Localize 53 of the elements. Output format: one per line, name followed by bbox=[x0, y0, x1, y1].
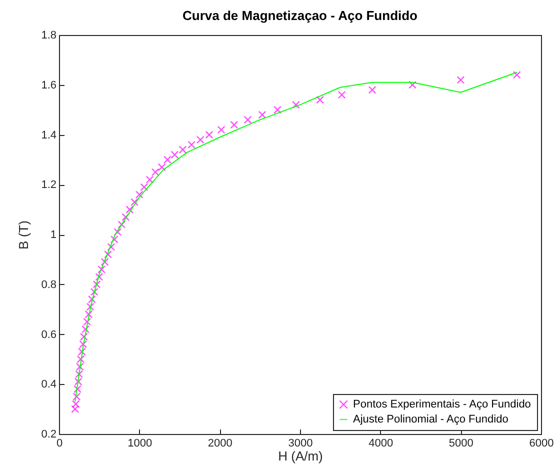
point bbox=[338, 90, 346, 99]
point bbox=[170, 150, 179, 159]
point bbox=[230, 120, 238, 129]
x-tick-label: 0 bbox=[56, 438, 63, 450]
y-tick-label: 0.8 bbox=[41, 278, 56, 291]
point bbox=[100, 258, 109, 266]
point bbox=[122, 213, 130, 221]
x-tick-label: 2000 bbox=[208, 438, 232, 450]
point bbox=[118, 220, 126, 228]
point bbox=[107, 243, 116, 251]
y-tick-label: 0.6 bbox=[41, 328, 56, 341]
point bbox=[151, 168, 160, 176]
legend-label: Ajuste Polinomial - Aço Fundido bbox=[353, 414, 508, 426]
x-tick-label: 6000 bbox=[529, 438, 554, 450]
point bbox=[368, 86, 376, 94]
point bbox=[130, 198, 138, 206]
point bbox=[140, 183, 148, 192]
y-tick-label: 0.2 bbox=[41, 428, 56, 440]
point bbox=[126, 206, 134, 214]
point bbox=[316, 96, 324, 104]
x-axis-title: H (A/m) bbox=[278, 448, 323, 464]
x-tick-label: 5000 bbox=[448, 438, 474, 450]
y-tick-label: 1.2 bbox=[41, 179, 56, 192]
point bbox=[178, 146, 187, 154]
point bbox=[408, 80, 416, 89]
point bbox=[163, 156, 172, 164]
point bbox=[158, 163, 166, 172]
point bbox=[104, 250, 112, 258]
x-tick-label: 1000 bbox=[128, 438, 152, 450]
point bbox=[258, 110, 266, 119]
point bbox=[456, 76, 465, 84]
y-axis-title: B (T) bbox=[16, 220, 32, 250]
y-tick-label: 1.4 bbox=[41, 129, 56, 142]
point bbox=[244, 116, 252, 124]
y-tick-label: 0.4 bbox=[41, 378, 56, 391]
point bbox=[135, 190, 144, 199]
point bbox=[217, 126, 226, 134]
point bbox=[110, 236, 118, 244]
point bbox=[274, 106, 282, 114]
x-tick-label: 4000 bbox=[368, 438, 394, 450]
point bbox=[292, 100, 300, 109]
y-tick-label: 1.6 bbox=[41, 79, 56, 92]
chart-title: Curva de Magnetizaçao - Aço Fundido bbox=[182, 8, 418, 23]
point bbox=[205, 130, 214, 139]
point bbox=[512, 70, 521, 79]
y-tick-label: 1.8 bbox=[41, 30, 56, 42]
y-tick-label: 1 bbox=[50, 229, 56, 241]
legend-label: Pontos Experimentais - Aço Fundido bbox=[353, 398, 531, 410]
point bbox=[188, 140, 196, 149]
point bbox=[114, 228, 122, 236]
point bbox=[146, 176, 154, 184]
x-tick-label: 3000 bbox=[288, 438, 313, 450]
point bbox=[196, 136, 204, 144]
